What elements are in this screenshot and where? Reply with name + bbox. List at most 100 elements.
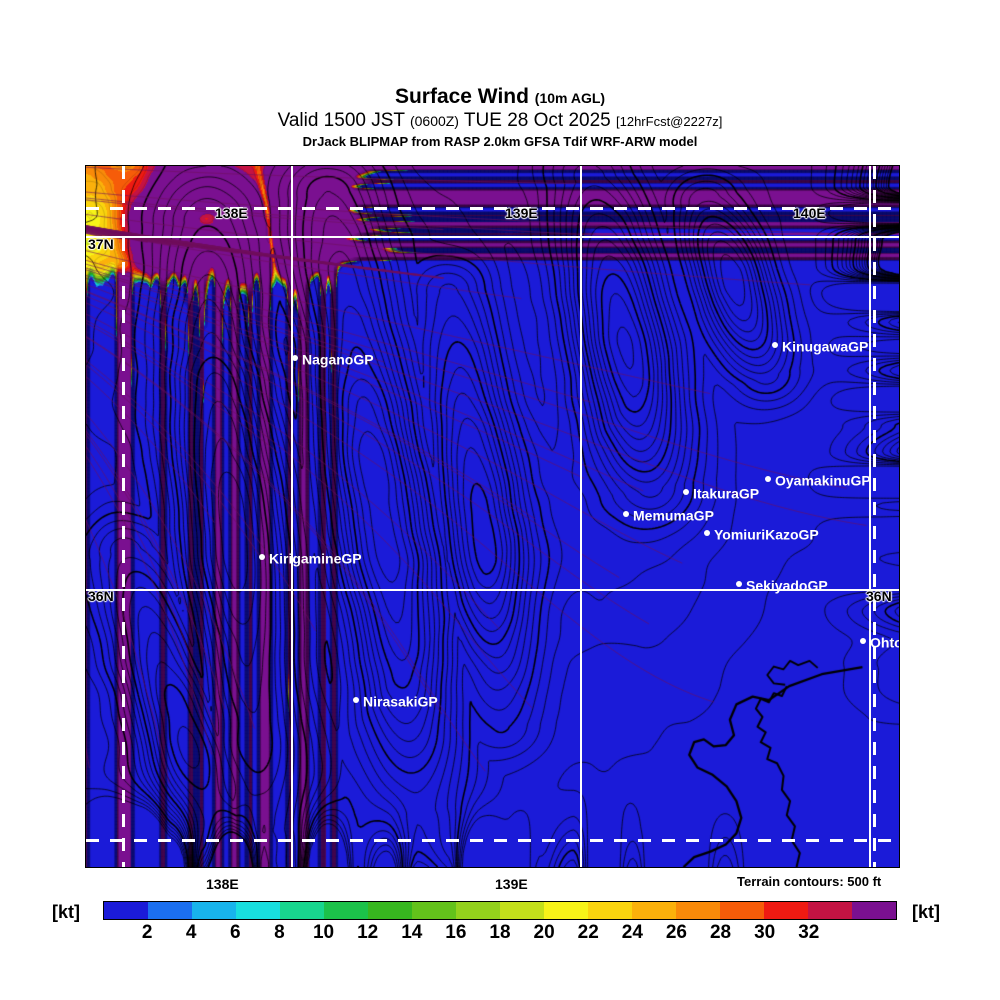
station-sekiyadogp[interactable]: SekiyadoGP <box>736 577 828 592</box>
colorbar-tick-32: 32 <box>798 922 820 943</box>
station-memumagp[interactable]: MemumaGP <box>623 507 714 522</box>
station-marker-icon <box>292 355 298 362</box>
colorbar-tick-30: 30 <box>754 922 776 943</box>
valid-local: Valid 1500 JST <box>277 110 405 131</box>
colorbar-swatch-1 <box>148 902 192 919</box>
gridline-lat-37n <box>86 236 899 238</box>
forecast-tag: [12hrFcst@2227z] <box>616 114 723 129</box>
wind-field-canvas <box>86 166 899 867</box>
gridline-lat-36n <box>86 589 899 591</box>
valid-date: TUE 28 Oct 2025 <box>463 110 611 131</box>
grid-label-140e: 140E <box>793 205 826 221</box>
station-label: KirigamineGP <box>269 550 362 567</box>
title-block: Surface Wind (10m AGL) Valid 1500 JST (0… <box>0 86 1000 150</box>
colorbar-swatch-12 <box>632 902 676 919</box>
station-label: SekiyadoGP <box>746 577 828 594</box>
station-label: ItakuraGP <box>693 485 760 502</box>
colorbar-tick-2: 2 <box>141 922 153 943</box>
colorbar-swatch-7 <box>412 902 456 919</box>
station-marker-icon <box>704 530 710 537</box>
colorbar-swatch-17 <box>852 902 896 919</box>
station-label: MemumaGP <box>633 507 714 524</box>
station-kirigaminegp[interactable]: KirigamineGP <box>259 550 362 565</box>
station-marker-icon <box>736 581 742 588</box>
station-oyamakinugp[interactable]: OyamakinuGP <box>765 472 871 487</box>
valid-time-line: Valid 1500 JST (0600Z) TUE 28 Oct 2025 [… <box>0 110 1000 132</box>
station-label: KinugawaGP <box>782 338 869 355</box>
station-fujigamigp[interactable]: FujigamiGP <box>390 866 478 867</box>
grid-label-36n: 36N <box>88 588 114 604</box>
wind-speed-colorbar[interactable] <box>103 901 897 920</box>
axis-label-139e: 139E <box>495 876 528 892</box>
colorbar-swatch-10 <box>544 902 588 919</box>
station-ohtonegp[interactable]: OhtoneGP <box>860 634 900 651</box>
station-marker-icon <box>683 489 689 496</box>
station-label: NaganoGP <box>302 351 374 368</box>
page-title: Surface Wind (10m AGL) <box>0 86 1000 109</box>
gridline-lon-140e <box>869 166 871 867</box>
station-marker-icon <box>259 554 265 561</box>
station-label: NirasakiGP <box>363 693 438 710</box>
colorbar-unit-right: [kt] <box>912 902 940 922</box>
station-marker-icon <box>353 697 359 704</box>
colorbar-tick-10: 10 <box>312 922 335 943</box>
domain-edge-south <box>86 839 899 842</box>
station-naganogp[interactable]: NaganoGP <box>292 351 374 366</box>
colorbar-swatch-8 <box>456 902 500 919</box>
colorbar-tick-22: 22 <box>577 922 599 943</box>
colorbar-swatch-13 <box>676 902 720 919</box>
colorbar-swatch-3 <box>236 902 280 919</box>
station-label: OhtoneGP <box>870 634 900 651</box>
colorbar-tick-24: 24 <box>621 922 643 943</box>
colorbar-tick-26: 26 <box>665 922 688 943</box>
weather-map[interactable]: 138E 139E 140E 37N 36N 36N NaganoGP KinugawaGP… <box>85 165 900 868</box>
colorbar-swatch-9 <box>500 902 544 919</box>
colorbar-tick-16: 16 <box>445 922 467 943</box>
grid-label-139e: 139E <box>505 205 538 221</box>
domain-edge-east <box>873 166 876 867</box>
colorbar-tick-labels: 2 4 6 8 10 12 14 16 18 20 22 24 26 28 30 32 <box>103 922 897 944</box>
colorbar-tick-28: 28 <box>709 922 732 943</box>
station-marker-icon <box>860 638 866 645</box>
station-itakuragp[interactable]: ItakuraGP <box>683 485 759 500</box>
colorbar-swatch-15 <box>764 902 808 919</box>
colorbar-swatch-14 <box>720 902 764 919</box>
model-line: DrJack BLIPMAP from RASP 2.0km GFSA Tdif… <box>302 134 698 149</box>
grid-label-36n: 36N <box>866 588 892 604</box>
station-nirasakigp[interactable]: NirasakiGP <box>353 693 438 708</box>
colorbar-tick-4: 4 <box>185 922 197 943</box>
colorbar-swatch-16 <box>808 902 852 919</box>
colorbar-tick-6: 6 <box>230 922 241 943</box>
grid-label-138e: 138E <box>215 205 248 221</box>
colorbar-swatch-2 <box>192 902 236 919</box>
colorbar-tick-8: 8 <box>274 922 285 943</box>
station-label: FujigamiGP <box>400 866 478 867</box>
colorbar-swatch-11 <box>588 902 632 919</box>
station-kinugawagp[interactable]: KinugawaGP <box>772 338 868 353</box>
station-marker-icon <box>765 476 771 483</box>
axis-label-138e: 138E <box>206 876 239 892</box>
station-marker-icon <box>772 342 778 349</box>
title-main: Surface Wind <box>394 85 529 108</box>
colorbar-tick-12: 12 <box>357 922 379 943</box>
colorbar-swatch-5 <box>324 902 368 919</box>
title-level: (10m AGL) <box>534 90 606 106</box>
station-label: OyamakinuGP <box>775 472 871 489</box>
colorbar-swatch-6 <box>368 902 412 919</box>
station-yomiurikazogp[interactable]: YomiuriKazoGP <box>704 526 819 541</box>
terrain-contour-note: Terrain contours: 500 ft <box>737 874 882 889</box>
gridline-lon-138e <box>291 166 293 867</box>
station-marker-icon <box>623 511 629 518</box>
station-label: YomiuriKazoGP <box>714 526 819 543</box>
colorbar-tick-20: 20 <box>533 922 555 943</box>
gridline-lon-139e <box>580 166 582 867</box>
domain-edge-north <box>86 207 899 210</box>
colorbar-tick-18: 18 <box>489 922 511 943</box>
colorbar-tick-14: 14 <box>401 922 423 943</box>
domain-edge-west <box>122 166 125 867</box>
grid-label-37n: 37N <box>88 236 114 252</box>
valid-utc: (0600Z) <box>409 113 459 129</box>
colorbar-swatch-0 <box>104 902 148 919</box>
colorbar-swatch-4 <box>280 902 324 919</box>
